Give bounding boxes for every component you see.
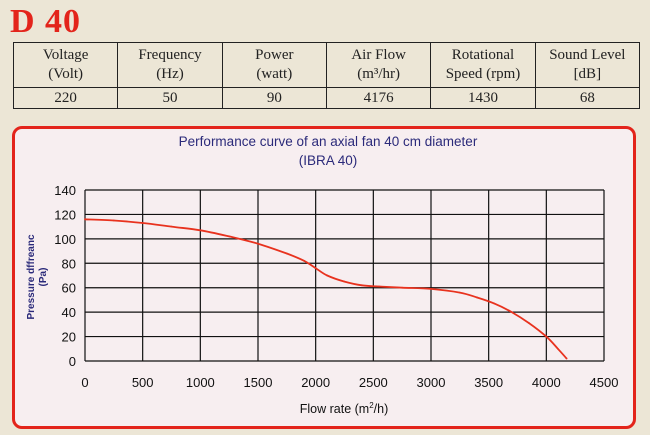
curve-point-20: [528, 322, 530, 325]
curve-point-8: [303, 259, 306, 262]
curve-point-3: [170, 225, 173, 228]
curve-point-11: [343, 280, 346, 283]
curve-point-4: [199, 229, 202, 232]
header-power: Power (watt): [221, 42, 327, 88]
value-power: 90: [221, 87, 327, 109]
x-tick-label: 1000: [186, 375, 215, 390]
curve-point-7: [285, 252, 288, 255]
header-rotational-speed: Rotational Speed (rpm): [430, 42, 536, 88]
curve-point-13: [378, 285, 380, 288]
specs-value-row: 220 50 90 4176 1430 68: [12, 87, 641, 109]
curve-point-10: [326, 274, 329, 277]
series-layer: [84, 218, 568, 360]
x-tick-label: 500: [132, 375, 154, 390]
value-frequency: 50: [117, 87, 223, 109]
y-tick-label: 120: [54, 207, 76, 222]
y-tick-label: 0: [69, 354, 76, 369]
x-tick-label: 4000: [532, 375, 561, 390]
curve-point-16: [458, 291, 461, 294]
value-sound-level: 68: [534, 87, 641, 109]
x-tick-label: 3000: [417, 375, 446, 390]
header-sound-level: Sound Level [dB]: [534, 42, 641, 88]
tick-labels: 0 500 1000 1500 2000 2500 3000 3500 4000 4500 0 20 4…: [54, 183, 618, 390]
y-tick-label: 100: [54, 232, 76, 247]
y-tick-label: 40: [62, 305, 76, 320]
header-voltage: Voltage (Volt): [12, 42, 119, 88]
curve-point-9: [314, 267, 317, 270]
curve-point-1: [112, 219, 115, 222]
curve-point-6: [257, 242, 259, 245]
chart-subtitle: (IBRA 40): [299, 153, 358, 168]
curve-point-5: [228, 235, 231, 238]
specs-header-row: Voltage (Volt) Frequency (Hz) Power (watt) …: [12, 42, 641, 88]
x-tick-label: 4500: [590, 375, 619, 390]
chart-title: Performance curve of an axial fan 40 cm …: [179, 134, 478, 149]
curve-point-15: [430, 288, 432, 290]
value-air-flow: 4176: [325, 87, 432, 109]
curve-point-17: [476, 296, 479, 299]
y-tick-label: 140: [54, 183, 76, 198]
curve-point-0: [84, 218, 86, 221]
x-axis-label: Flow rate (m2/h): [300, 401, 389, 416]
x-tick-label: 0: [81, 375, 88, 390]
y-axis-label-line-1: Pressure dffreanc: [26, 234, 37, 319]
header-air-flow: Air Flow (m³/hr): [325, 42, 432, 88]
curve-point-19: [510, 311, 513, 314]
x-tick-label: 2000: [301, 375, 330, 390]
y-tick-label: 20: [62, 330, 76, 345]
performance-curve-line: [84, 218, 568, 360]
y-tick-label: 80: [62, 256, 76, 271]
x-tick-label: 2500: [359, 375, 388, 390]
grid: [84, 189, 605, 362]
curve-point-12: [360, 284, 363, 287]
x-tick-label: 1500: [244, 375, 273, 390]
specs-table: Voltage (Volt) Frequency (Hz) Power (watt) …: [12, 42, 641, 109]
model-title: D 40: [10, 3, 82, 40]
curve-point-18: [493, 302, 496, 305]
y-axis-label-line-2: (Pa): [38, 268, 49, 287]
curve-point-14: [401, 286, 404, 289]
y-tick-label: 60: [62, 281, 76, 296]
chart-frame: [12, 126, 636, 429]
curve-point-21: [545, 335, 548, 338]
curve-point-23: [565, 357, 568, 360]
x-tick-label: 3500: [474, 375, 503, 390]
curve-point-22: [556, 347, 559, 350]
curve-point-2: [141, 222, 144, 224]
